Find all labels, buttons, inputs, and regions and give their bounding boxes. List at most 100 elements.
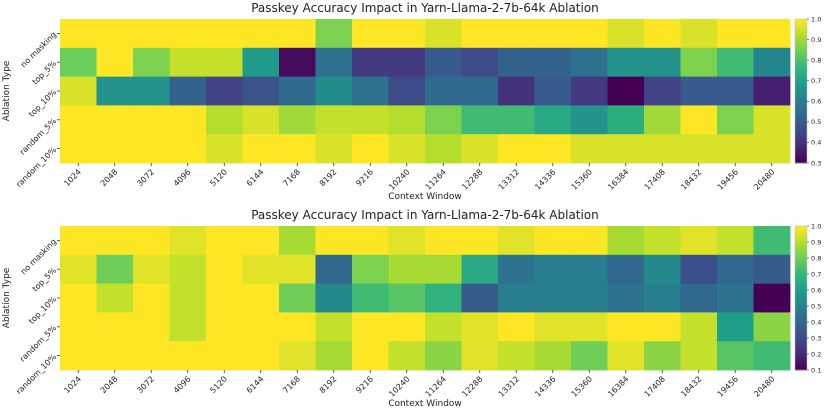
colorbar-segment <box>795 119 807 123</box>
heatmap-cell <box>388 283 426 313</box>
heatmap-cell <box>498 283 535 313</box>
heatmap-cell <box>96 283 134 313</box>
x-tick-label: 15360 <box>570 167 594 191</box>
heatmap-cell <box>279 254 316 284</box>
heatmap-cell <box>315 105 353 135</box>
colorbar-segment <box>795 69 807 73</box>
chart-title: Passkey Accuracy Impact in Yarn-Llama-2-… <box>251 208 599 222</box>
heatmap-cell <box>60 47 97 77</box>
x-tick-label: 9216 <box>354 374 375 395</box>
colorbar-segment <box>795 35 807 39</box>
heatmap-cell <box>717 341 754 371</box>
heatmap-cell <box>388 105 426 135</box>
heatmap-cell <box>534 254 572 284</box>
heatmap-cell <box>388 134 426 164</box>
heatmap-cell <box>753 134 791 164</box>
colorbar-segment <box>795 331 807 335</box>
colorbar-segment <box>795 346 807 349</box>
y-axis-label: Ablation Type <box>2 267 12 328</box>
heatmap-cell <box>96 105 134 135</box>
heatmap-cell <box>60 254 97 284</box>
heatmap-cell <box>242 312 280 342</box>
heatmap-cell <box>279 312 316 342</box>
colorbar-segment <box>795 103 807 106</box>
heatmap-cell <box>60 19 97 49</box>
colorbar-segment <box>795 43 807 46</box>
colorbar-segment <box>795 283 807 287</box>
colorbar-segment <box>795 28 807 32</box>
x-tick-label: 16384 <box>606 374 630 398</box>
x-tick-label: 2048 <box>99 374 120 395</box>
heatmap-cell <box>133 312 170 342</box>
x-tick-label: 18432 <box>679 167 703 191</box>
colorbar-segment <box>795 365 807 368</box>
heatmap-cell <box>680 341 718 371</box>
x-tick-label: 6144 <box>245 167 266 188</box>
colorbar-segment <box>795 322 807 325</box>
heatmap-cell <box>352 312 389 342</box>
heatmap-cell <box>717 312 754 342</box>
heatmap-cell <box>315 254 353 284</box>
heatmap-cell <box>607 76 645 106</box>
colorbar-segment <box>795 262 807 265</box>
heatmap-cell <box>425 76 462 106</box>
x-tick-label: 19456 <box>716 167 740 191</box>
colorbar-tick-label: 0.8 <box>811 254 821 262</box>
colorbar-segment <box>795 264 807 268</box>
heatmap-cell <box>60 76 97 106</box>
colorbar-tick-label: 0.7 <box>811 77 821 85</box>
colorbar-segment <box>795 124 807 128</box>
heatmap-cell <box>534 312 572 342</box>
colorbar-segment <box>795 355 807 359</box>
heatmap-cell <box>753 19 791 49</box>
colorbar-segment <box>795 257 807 260</box>
heatmap-cell <box>133 47 170 77</box>
colorbar-segment <box>795 269 807 272</box>
heatmap-cell <box>60 105 97 135</box>
heatmap-cell <box>388 19 426 49</box>
heatmap-cell <box>571 312 608 342</box>
colorbar-segment <box>795 278 807 282</box>
colorbar-segment <box>795 271 807 275</box>
colorbar-segment <box>795 50 807 53</box>
heatmap-cell <box>644 226 681 256</box>
heatmap-cell <box>352 134 389 164</box>
heatmap-cell <box>425 341 462 371</box>
heatmap-cell <box>425 47 462 77</box>
heatmap-cell <box>206 134 243 164</box>
heatmap-cell <box>571 105 608 135</box>
heatmap-cell <box>571 341 608 371</box>
colorbar-segment <box>795 250 807 253</box>
x-tick-label: 17408 <box>643 167 667 191</box>
colorbar-segment <box>795 91 807 94</box>
x-tick-label: 11264 <box>424 167 448 191</box>
x-tick-label: 11264 <box>424 374 448 398</box>
y-tick-label: top_5% <box>31 59 59 87</box>
colorbar-segment <box>795 40 807 44</box>
heatmap-cell <box>571 47 608 77</box>
colorbar-segment <box>795 288 807 292</box>
heatmap-cell <box>534 47 572 77</box>
colorbar-segment <box>795 64 807 68</box>
colorbar-segment <box>795 307 807 311</box>
x-tick-label: 14336 <box>533 167 557 191</box>
colorbar-segment <box>795 83 807 87</box>
heatmap-cell <box>315 47 353 77</box>
colorbar-tick-label: 0.2 <box>811 350 821 358</box>
heatmap-cell <box>498 47 535 77</box>
heatmap-cell <box>534 226 572 256</box>
y-tick-label: top_10% <box>27 294 58 325</box>
colorbar: 0.1 0.2 0.3 0.4 0.5 0.6 0.7 0.8 0.9 1.0 <box>794 222 821 374</box>
colorbar-segment <box>795 107 807 111</box>
heatmap-cell <box>315 341 353 371</box>
x-axis-label: Context Window <box>388 192 462 202</box>
heatmap-cell <box>242 341 280 371</box>
colorbar-segment <box>795 52 807 56</box>
x-tick-label: 19456 <box>716 374 740 398</box>
heatmap-cell <box>461 19 499 49</box>
heatmap-cell <box>753 312 791 342</box>
colorbar-segment <box>795 153 807 157</box>
heatmap-cell <box>461 312 499 342</box>
heatmap-cell <box>425 105 462 135</box>
colorbar-segment <box>795 235 807 239</box>
